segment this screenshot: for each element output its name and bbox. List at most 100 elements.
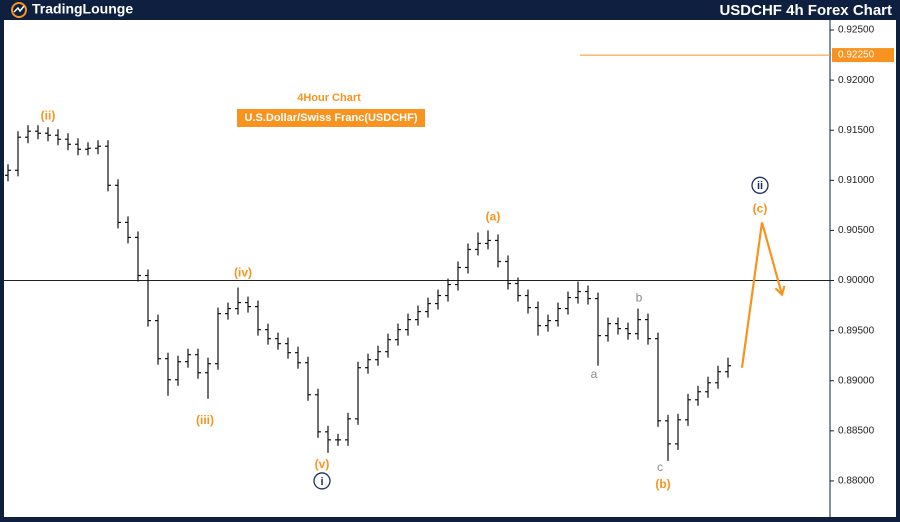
ohlc-bar (55, 129, 61, 146)
projection-arrowhead (774, 285, 786, 297)
ohlc-bar (325, 425, 331, 453)
ohlc-bar (455, 261, 461, 291)
ohlc-bar (505, 255, 511, 290)
chart-title: 4Hour Chart (297, 92, 361, 104)
ohlc-bar (195, 348, 201, 379)
ohlc-bar (145, 269, 151, 327)
ohlc-bar (535, 301, 541, 336)
y-tick-label: 0.89000 (838, 375, 875, 386)
y-tick-label: 0.91500 (838, 125, 875, 136)
ohlc-bar (285, 337, 291, 359)
wave-label: i (320, 476, 323, 488)
ohlc-bar (585, 285, 591, 305)
ohlc-bar (595, 292, 601, 366)
ohlc-bar (555, 302, 561, 327)
ohlc-bar (605, 317, 611, 342)
level-label-box (832, 48, 894, 63)
wave-label: (c) (753, 202, 768, 216)
ohlc-bar (205, 357, 211, 399)
ohlc-bar (265, 323, 271, 345)
ohlc-bar (255, 300, 261, 336)
wave-label: a (591, 367, 598, 381)
ohlc-bar (645, 313, 651, 345)
ohlc-bar (235, 287, 241, 315)
wave-label: b (636, 291, 643, 305)
ohlc-bar (415, 305, 421, 326)
ohlc-bar (685, 393, 691, 426)
ohlc-bar (675, 413, 681, 450)
ohlc-bar (475, 232, 481, 256)
level-label: 0.92250 (838, 50, 875, 61)
ohlc-bar (125, 216, 131, 244)
ohlc-bar (25, 125, 31, 144)
ohlc-bar (635, 308, 641, 340)
ohlc-bar (565, 291, 571, 315)
ohlc-bar (335, 433, 341, 446)
wave-label: (a) (486, 210, 501, 224)
projection-path (740, 222, 784, 368)
ohlc-bar (375, 345, 381, 366)
ohlc-bar (305, 356, 311, 401)
ohlc-bar (345, 412, 351, 446)
ohlc-bar (665, 414, 671, 461)
ohlc-bar (115, 179, 121, 229)
plot-background (4, 20, 896, 517)
ohlc-bar (295, 346, 301, 369)
wave-label: (v) (315, 457, 330, 471)
subtitle-box (237, 109, 425, 127)
ohlc-bar (35, 125, 41, 140)
ohlc-bar (45, 127, 51, 142)
ohlc-bar (5, 164, 11, 182)
wave-label: (iii) (196, 413, 214, 427)
ohlc-bar (525, 289, 531, 314)
ohlc-bar (355, 361, 361, 425)
logo-icon (11, 2, 27, 18)
wave-label: c (657, 460, 663, 474)
logo-icon-line (13, 5, 25, 13)
wave-label: ii (757, 180, 763, 192)
wave-label: (iv) (234, 266, 252, 280)
ohlc-bar (445, 278, 451, 302)
y-tick-label: 0.88500 (838, 425, 875, 436)
ohlc-bar (575, 281, 581, 304)
ohlc-bar (175, 355, 181, 386)
y-tick-label: 0.92000 (838, 75, 875, 86)
ohlc-bar (75, 138, 81, 156)
ohlc-bar (95, 140, 101, 155)
ohlc-bar (275, 332, 281, 350)
ohlc-bar (185, 348, 191, 368)
ohlc-bar (245, 296, 251, 313)
ohlc-bar (155, 314, 161, 365)
chart-subtitle: U.S.Dollar/Swiss Franc(USDCHF) (245, 112, 418, 124)
ohlc-bar (705, 376, 711, 398)
ohlc-bar (435, 289, 441, 310)
ohlc-bar (315, 388, 321, 438)
ohlc-bar (215, 307, 221, 370)
y-tick-label: 0.88000 (838, 476, 875, 487)
ohlc-bar (395, 323, 401, 346)
ohlc-bar (725, 357, 731, 378)
wave-label: (b) (655, 477, 670, 491)
ohlc-bar (405, 313, 411, 336)
y-tick-label: 0.89500 (838, 325, 875, 336)
ohlc-bar (225, 302, 231, 320)
ohlc-bar (425, 297, 431, 318)
y-tick-label: 0.91000 (838, 175, 875, 186)
wave-label: (ii) (41, 108, 56, 122)
ohlc-bar (385, 333, 391, 358)
ohlc-bar (105, 140, 111, 192)
ohlc-bar (15, 131, 21, 177)
ohlc-bar (485, 230, 491, 250)
ohlc-bar (65, 133, 71, 151)
ohlc-bar (655, 332, 661, 427)
ohlc-bar (625, 322, 631, 340)
ohlc-bar (165, 352, 171, 396)
y-tick-label: 0.90000 (838, 275, 875, 286)
wave-circle (751, 176, 769, 194)
logo: TradingLounge (11, 1, 133, 18)
ohlc-bar (135, 231, 141, 282)
ohlc-bar (515, 277, 521, 302)
ohlc-bar (495, 234, 501, 268)
ohlc-bar (465, 243, 471, 274)
